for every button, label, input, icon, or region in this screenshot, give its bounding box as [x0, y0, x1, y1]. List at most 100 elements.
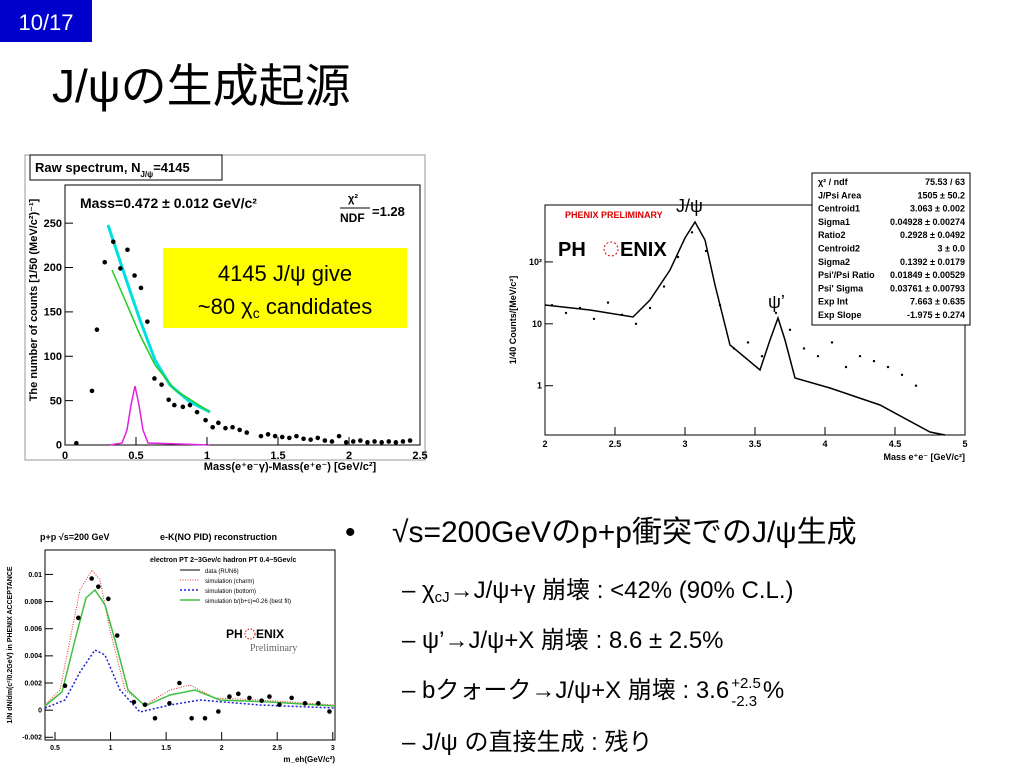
data-point: [718, 303, 722, 307]
data-point: [830, 341, 834, 344]
annotation-box: [163, 248, 407, 328]
figure-3: p+p √s=200 GeV e-K(NO PID) reconstructio…: [7, 532, 336, 764]
fig-title: p+p √s=200 GeV: [40, 532, 109, 542]
stats-key: Psi'/Psi Ratio: [818, 270, 875, 280]
y-tick-label: 0.01: [28, 572, 42, 579]
y-tick-label: 10: [532, 319, 542, 329]
x-tick-label: 1.5: [270, 450, 285, 462]
y-tick-label: 0.004: [24, 653, 42, 660]
data-point: [379, 440, 384, 445]
stats-value: 3.063 ± 0.002: [910, 204, 965, 214]
data-point: [886, 365, 890, 369]
stats-value: 0.03761 ± 0.00793: [890, 283, 965, 293]
chi2: χ²: [348, 193, 358, 205]
data-point: [89, 576, 94, 581]
data-point: [189, 715, 194, 721]
x-tick-label: 2: [542, 439, 547, 449]
data-point: [400, 439, 406, 444]
figure-1: Raw spectrum, NJ/ψ=4145 Mass=0.472 ± 0.0…: [24, 154, 428, 473]
data-point: [102, 259, 108, 265]
subscript: -2.3: [731, 693, 757, 710]
x-tick-label: 4: [822, 439, 827, 449]
data-point: [259, 698, 264, 703]
data-point: [802, 347, 806, 350]
y-tick-label: 1: [537, 381, 542, 391]
data-point: [336, 433, 342, 439]
y-tick-label: 100: [44, 351, 62, 363]
data-point: [301, 436, 306, 442]
stats-value: 0.1392 ± 0.0179: [900, 257, 965, 267]
x-tick-label: 2.5: [272, 745, 282, 752]
stats-box: [811, 172, 971, 326]
x-axis-label: Mass(e⁺e⁻γ)-Mass(e⁺e⁻) [GeV/c²]: [204, 461, 377, 473]
y-tick-label: 0.008: [24, 599, 42, 606]
data-point: [648, 306, 652, 310]
data-point: [844, 365, 848, 369]
figure-2: J/ψ ψ’ PHENIX PRELIMINARY PH ENIX 1/40 C…: [508, 172, 971, 462]
data-point: [386, 439, 392, 444]
stats-key: Ratio2: [818, 230, 846, 240]
signal-curve: [109, 385, 211, 446]
stats-value: 7.663 ± 0.635: [910, 297, 965, 307]
data-point: [372, 439, 377, 444]
data-point: [327, 709, 332, 714]
logo-caption: PHENIX PRELIMINARY: [565, 210, 663, 220]
fit-curve: [106, 224, 211, 414]
data-point: [258, 433, 264, 439]
y-tick-label: -0.002: [22, 735, 42, 742]
sub-item: – χcJ→J/ψ+γ 崩壊 : <42% (90% C.L.): [402, 577, 794, 606]
stats-value: -1.975 ± 0.274: [907, 310, 965, 320]
background-curve: [111, 269, 211, 413]
data-point: [74, 440, 79, 446]
stats-value: 0.01849 ± 0.00529: [890, 270, 965, 280]
stats-value: 75.53 / 63: [925, 177, 965, 187]
legend-entry: simulation (bottom): [205, 589, 256, 595]
sub-item: – ψ’→J/ψ+X 崩壊 : 8.6 ± 2.5%: [402, 627, 724, 654]
x-tick-label: 3: [682, 439, 687, 449]
stats-key: Psi' Sigma: [818, 283, 864, 293]
logo-icon: [244, 628, 256, 640]
data-point: [279, 434, 285, 440]
x-axis-label: m_eh(GeV/c²): [283, 755, 335, 764]
y-tick-label: 10²: [529, 257, 542, 267]
annotation: 4145 J/ψ give: [218, 261, 352, 286]
plot-area: [64, 184, 421, 446]
plot-area: [44, 549, 336, 741]
data-point: [620, 313, 624, 316]
data-point: [704, 249, 708, 253]
y-tick-label: 0.002: [24, 680, 42, 687]
legend-entry: simulation (charm): [205, 579, 254, 585]
x-tick-label: 5: [962, 439, 967, 449]
data-point: [550, 303, 554, 307]
data-point: [316, 701, 321, 706]
cuts: electron PT 2~3Gev/c hadron PT 0.4~5Gev/…: [150, 557, 296, 564]
data-point: [606, 301, 610, 304]
data-point: [393, 440, 399, 445]
data-point: [114, 633, 120, 638]
legend-entry: simulation b/(b+c)=0.26 (best fit): [205, 599, 291, 605]
data-point: [230, 424, 235, 430]
fit-curve: [544, 220, 946, 436]
stats-key: Sigma2: [818, 257, 850, 267]
data-point: [564, 311, 568, 315]
logo: ENIX: [620, 239, 667, 261]
ndf: NDF: [340, 211, 365, 225]
superscript: +2.5: [731, 675, 761, 692]
y-axis-label: The number of counts [1/50 (MeV/c²)⁻¹]: [28, 198, 40, 401]
data-point: [194, 409, 200, 415]
data-point: [365, 440, 370, 445]
bullet-text: √s=200GeVのp+p衝突でのJ/ψ生成: [392, 516, 857, 549]
y-axis-label: 1/N dN/dm(c²/0.2GeV) in PHENIX ACCEPTANC…: [7, 566, 14, 723]
logo-icon: [603, 241, 619, 257]
data-point: [210, 424, 215, 430]
data-point: [294, 433, 299, 439]
stats-key: Sigma1: [818, 217, 850, 227]
slide-title: J/ψの生成起源: [52, 60, 351, 112]
data-point: [96, 584, 101, 589]
psi2-label: ψ’: [768, 292, 785, 312]
x-tick-label: 3: [331, 745, 335, 752]
data-point: [167, 701, 172, 706]
data-point: [106, 596, 111, 602]
x-tick-label: 4.5: [889, 439, 902, 449]
stats-key: Centroid2: [818, 244, 860, 254]
